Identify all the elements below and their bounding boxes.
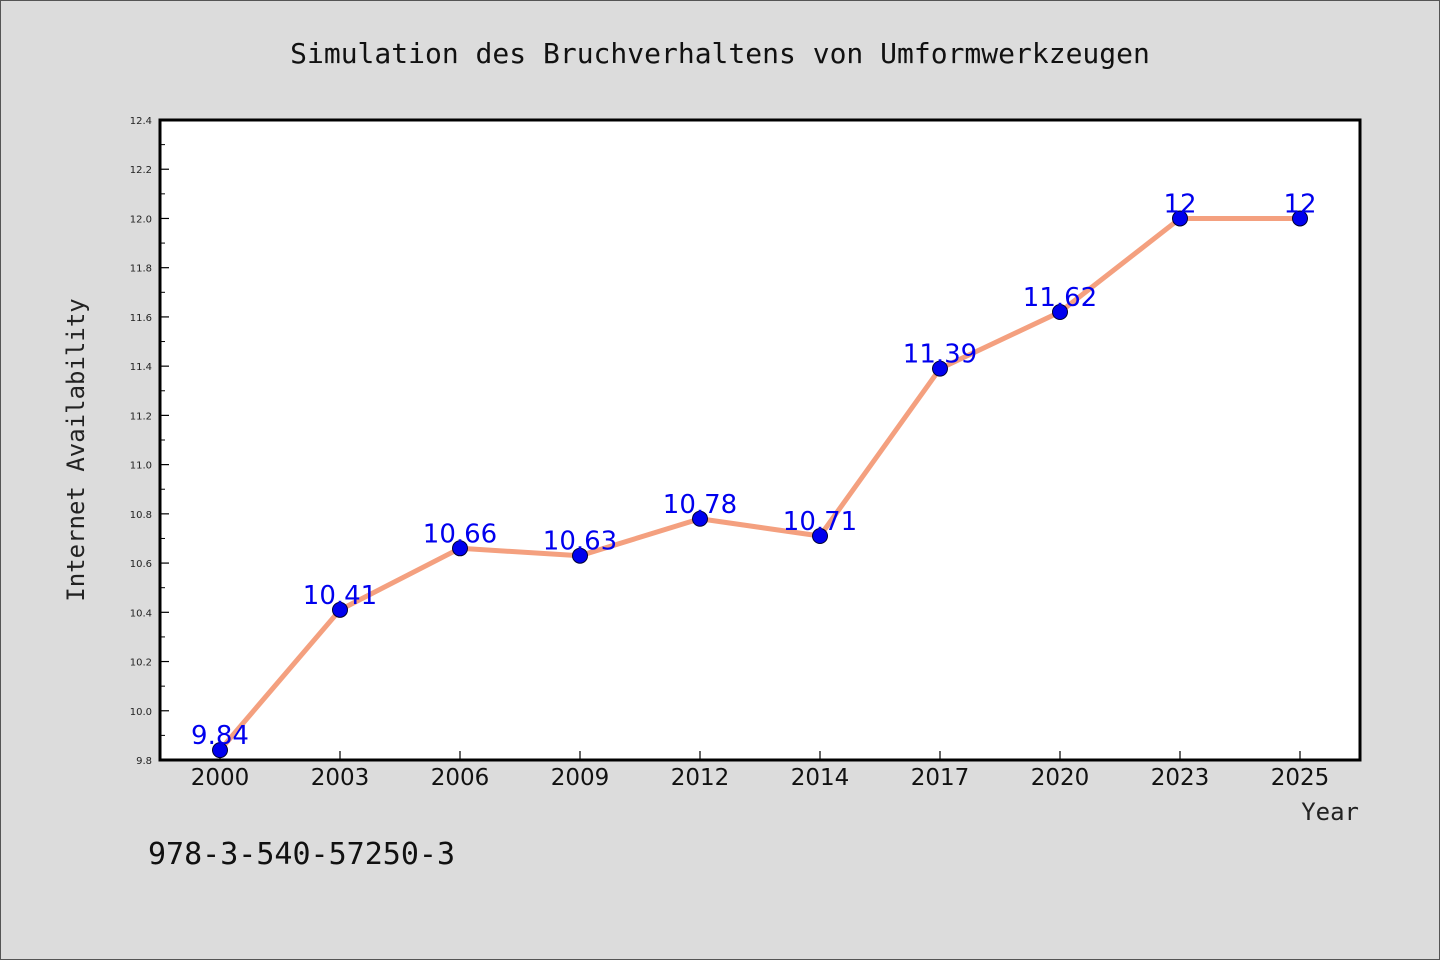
y-axis-ticks: 9.8 10.0 10.2 10.4 10.6 10.8 11.0 11.2 11.4 11.6 1… <box>130 116 169 767</box>
y-axis-title: Internet Availability <box>62 298 90 601</box>
data-point-marker <box>812 528 828 544</box>
data-point-marker <box>452 540 468 557</box>
y-tick-label: 11.0 <box>130 461 152 472</box>
x-axis-title: Year <box>1301 798 1359 826</box>
data-point-marker <box>692 510 708 527</box>
isbn-footnote: 978-3-540-57250-3 <box>148 837 455 872</box>
x-axis-ticks: 2000 2003 2006 2009 2012 2014 2017 2020 2023 2025 <box>191 751 1330 791</box>
chart-title: Simulation des Bruchverhaltens von Umfor… <box>290 37 1150 70</box>
data-value-label: 9.84 <box>191 721 249 751</box>
y-tick-label: 10.6 <box>130 559 152 570</box>
x-tick-label: 2014 <box>791 765 850 791</box>
x-tick-label: 2003 <box>311 765 370 791</box>
data-value-label: 10.78 <box>663 490 737 520</box>
y-tick-label: 11.4 <box>130 362 152 373</box>
data-value-label: 10.41 <box>303 581 377 611</box>
y-tick-label: 10.8 <box>130 510 152 521</box>
series-line <box>218 215 1300 752</box>
data-value-label: 11.62 <box>1023 283 1097 313</box>
y-tick-label: 10.0 <box>130 707 152 718</box>
x-tick-label: 2025 <box>1271 765 1330 791</box>
data-value-label: 10.63 <box>543 527 617 557</box>
x-tick-label: 2009 <box>551 765 610 791</box>
y-tick-label: 12.2 <box>130 165 152 176</box>
y-tick-label: 11.8 <box>130 264 152 275</box>
data-point-marker <box>572 547 588 564</box>
x-tick-label: 2023 <box>1151 765 1210 791</box>
y-tick-label: 12.0 <box>130 214 152 225</box>
data-labels: 9.84 10.41 10.66 10.63 10.78 10.71 11.39 11.62 1… <box>191 189 1316 751</box>
data-point-marker <box>332 601 348 618</box>
data-point-marker <box>1292 210 1308 227</box>
data-point-marker <box>1052 304 1068 320</box>
data-value-label: 12 <box>1283 189 1316 219</box>
data-point-marker <box>1172 210 1188 227</box>
y-tick-label: 11.2 <box>130 411 152 422</box>
data-value-label: 11.39 <box>903 340 977 370</box>
y-tick-label: 11.6 <box>130 313 152 324</box>
x-tick-label: 2000 <box>191 765 250 791</box>
data-value-label: 12 <box>1163 189 1196 219</box>
y-tick-label: 9.8 <box>136 756 152 767</box>
y-tick-label: 10.2 <box>130 658 152 669</box>
y-tick-label: 10.4 <box>130 608 152 619</box>
data-value-label: 10.71 <box>783 507 857 537</box>
x-tick-label: 2006 <box>431 765 490 791</box>
data-point-marker <box>932 360 948 377</box>
y-tick-label: 12.4 <box>130 116 152 127</box>
x-tick-label: 2020 <box>1031 765 1090 791</box>
data-markers <box>212 210 1308 759</box>
x-tick-label: 2012 <box>671 765 730 791</box>
data-value-label: 10.66 <box>423 519 497 549</box>
data-point-marker <box>212 742 228 759</box>
x-tick-label: 2017 <box>911 765 970 791</box>
plot-area <box>158 118 1362 762</box>
